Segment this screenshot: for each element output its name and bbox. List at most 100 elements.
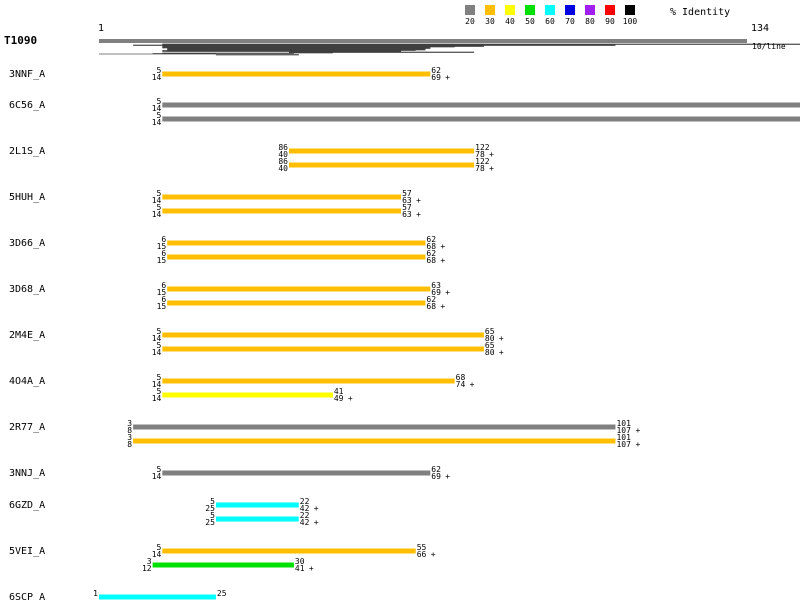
legend-swatch [465, 5, 475, 15]
alignment-bar [162, 548, 416, 554]
identity-legend: 20 30 40 50 60 70 80 90 100 [465, 5, 637, 26]
alignment-bar [215, 516, 299, 522]
hit-name: 6C56_A [9, 100, 45, 111]
strand-plus-marker: + [348, 394, 353, 403]
subject-start-label: 5 [157, 111, 162, 120]
query-end-label: 107 [616, 440, 631, 449]
subject-start-label: 3 [127, 419, 132, 428]
hit-name: 2L1S_A [9, 146, 45, 157]
legend-label: 30 [485, 17, 495, 26]
legend-label: 40 [505, 17, 515, 26]
query-start-label: 8 [127, 440, 132, 449]
subject-start-label: 1 [93, 589, 98, 598]
legend-label: 80 [585, 17, 595, 26]
subject-end-label: 101 [616, 433, 631, 442]
query-start-label: 25 [205, 518, 215, 527]
strand-plus-marker: + [309, 564, 314, 573]
query-start-label: 15 [157, 256, 167, 265]
subject-end-label: 41 [334, 387, 344, 396]
subject-end-label: 25 [217, 589, 227, 598]
strand-plus-marker: + [489, 150, 494, 159]
hit-name: 3NNJ_A [9, 468, 45, 479]
alignment-bar [162, 470, 431, 476]
hit-name: 2M4E_A [9, 330, 45, 341]
query-start-label: 14 [152, 196, 162, 205]
strand-plus-marker: + [431, 550, 436, 559]
subject-end-label: 65 [485, 327, 495, 336]
legend-label: 20 [465, 17, 475, 26]
alignment-bar [167, 286, 431, 292]
hit-name: 5HUH_A [9, 192, 45, 203]
subject-start-label: 86 [278, 157, 288, 166]
query-start-label: 14 [152, 104, 162, 113]
subject-end-label: 22 [300, 511, 310, 520]
hit-row: 6C56_A514122148+514122148+ [9, 97, 800, 127]
legend-label: 60 [545, 17, 555, 26]
subject-end-label: 101 [616, 419, 631, 428]
alignment-bar [162, 392, 333, 398]
subject-start-label: 3 [127, 433, 132, 442]
scale-note: 10/line [752, 42, 786, 51]
subject-start-label: 5 [157, 543, 162, 552]
query-start-label: 14 [152, 118, 162, 127]
query-end-label: 69 [431, 472, 441, 481]
subject-end-label: 122 [475, 143, 490, 152]
query-start-label: 14 [152, 348, 162, 357]
subject-end-label: 57 [402, 189, 412, 198]
legend-label: 70 [565, 17, 575, 26]
query-end-label: 41 [295, 564, 305, 573]
alignment-bar [289, 148, 475, 154]
subject-end-label: 63 [431, 281, 441, 290]
query-start-label: 14 [152, 394, 162, 403]
query-coverage-lines [99, 39, 800, 56]
strand-plus-marker: + [489, 164, 494, 173]
strand-plus-marker: + [445, 288, 450, 297]
query-name: T1090 [4, 34, 37, 47]
query-end-label: 78 [475, 150, 485, 159]
hit-name: 5VEI_A [9, 546, 45, 557]
subject-end-label: 68 [456, 373, 466, 382]
strand-plus-marker: + [470, 380, 475, 389]
legend-swatch [565, 5, 575, 15]
alignment-bar [162, 102, 800, 108]
subject-end-label: 62 [426, 235, 436, 244]
alignment-bar [167, 240, 426, 246]
subject-start-label: 5 [157, 327, 162, 336]
alignment-bar [152, 562, 294, 568]
subject-end-label: 65 [485, 341, 495, 350]
query-end-label: 42 [300, 518, 310, 527]
subject-start-label: 3 [147, 557, 152, 566]
query-start-label: 14 [152, 210, 162, 219]
subject-start-label: 6 [161, 295, 166, 304]
subject-end-label: 62 [431, 465, 441, 474]
subject-start-label: 5 [157, 465, 162, 474]
hit-name: 3NNF_A [9, 69, 45, 80]
strand-plus-marker: + [314, 518, 319, 527]
query-start-label: 14 [152, 472, 162, 481]
strand-plus-marker: + [440, 302, 445, 311]
alignment-bar [162, 208, 402, 214]
query-end-label: 49 [334, 394, 344, 403]
strand-plus-marker: + [635, 440, 640, 449]
query-end-label: 107 [616, 426, 631, 435]
subject-start-label: 5 [157, 189, 162, 198]
query-start-label: 15 [157, 302, 167, 311]
subject-start-label: 5 [157, 373, 162, 382]
query-start-label: 15 [157, 288, 167, 297]
strand-plus-marker: + [440, 256, 445, 265]
strand-plus-marker: + [445, 472, 450, 481]
strand-plus-marker: + [416, 196, 421, 205]
strand-plus-marker: + [635, 426, 640, 435]
hit-name: 4O4A_A [9, 376, 45, 387]
legend-swatch [605, 5, 615, 15]
subject-end-label: 62 [426, 249, 436, 258]
